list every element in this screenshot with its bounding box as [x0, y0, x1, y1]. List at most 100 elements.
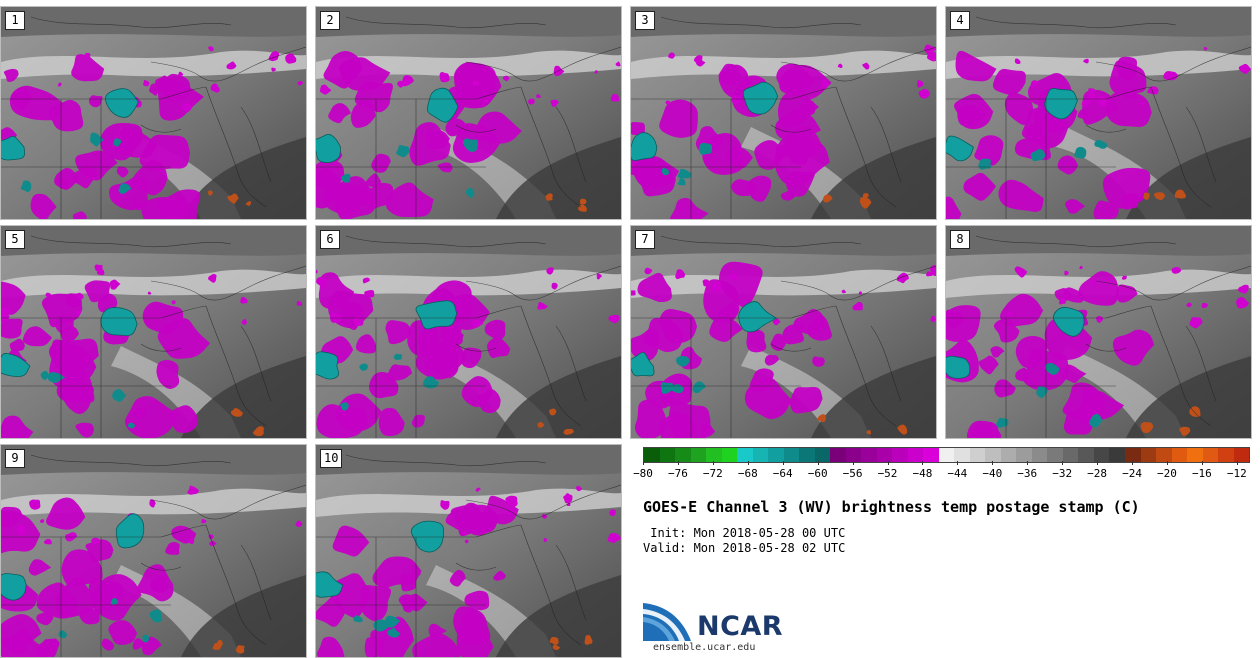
colorbar-tick-label: −20 [1157, 467, 1177, 480]
colorbar-swatch [830, 448, 846, 462]
stamp-panel-10: 10 [315, 444, 622, 658]
colorbar-swatch [721, 448, 738, 462]
colorbar-swatch [783, 448, 800, 462]
stamp-panel-9: 9 [0, 444, 307, 658]
colorbar-tick-label: −16 [1191, 467, 1212, 480]
wv-map [946, 226, 1251, 438]
colorbar-tick [1201, 461, 1203, 465]
stamp-panel-7: 7 [630, 225, 937, 439]
colorbar-tick [747, 461, 749, 465]
colorbar-swatch [938, 448, 955, 462]
colorbar-tick-label: −68 [737, 467, 758, 480]
colorbar-tick-label: −76 [667, 467, 688, 480]
colorbar-swatch [1233, 448, 1250, 462]
colorbar-swatch [768, 448, 784, 462]
colorbar-swatch [737, 448, 753, 462]
stamp-panel-3: 3 [630, 6, 937, 220]
colorbar-tick-label: −52 [877, 467, 898, 480]
wv-map [1, 445, 306, 657]
wv-map [316, 7, 621, 219]
panel-number-label: 6 [320, 230, 340, 249]
panel-number-label: 2 [320, 11, 340, 30]
stamp-panel-4: 4 [945, 6, 1252, 220]
colorbar-swatch [659, 448, 676, 462]
panel-number-label: 3 [635, 11, 655, 30]
colorbar-tick-label: −56 [842, 467, 863, 480]
wv-map [631, 226, 936, 438]
colorbar-tick [643, 461, 644, 465]
colorbar-swatch [1140, 448, 1157, 462]
colorbar-swatch [1047, 448, 1063, 462]
colorbar-tick [852, 461, 854, 465]
panel-number-label: 7 [635, 230, 655, 249]
colorbar-tick-label: −12 [1226, 467, 1247, 480]
colorbar-swatch [1078, 448, 1094, 462]
logo-text: NCAR [697, 611, 784, 642]
colorbar-tick-label: −28 [1087, 467, 1108, 480]
wv-map [631, 7, 936, 219]
panel-number-label: 4 [950, 11, 970, 30]
colorbar-tick [782, 461, 784, 465]
colorbar-tick [957, 461, 959, 465]
colorbar-swatch [1124, 448, 1141, 462]
colorbar [643, 447, 1250, 463]
colorbar-swatch [1016, 448, 1032, 462]
colorbar-swatch [1202, 448, 1219, 462]
colorbar-tick-label: −40 [982, 467, 1003, 480]
colorbar-swatch [907, 448, 924, 462]
colorbar-tick-label: −60 [807, 467, 828, 480]
panel-number-label: 1 [5, 11, 25, 30]
colorbar-swatch [706, 448, 722, 462]
colorbar-swatch [1062, 448, 1079, 462]
stamp-panel-1: 1 [0, 6, 307, 220]
colorbar-swatch [1000, 448, 1017, 462]
panel-number-label: 9 [5, 449, 25, 468]
colorbar-tick-label: −72 [702, 467, 723, 480]
colorbar-swatch [1218, 448, 1234, 462]
colorbar-tick [992, 461, 994, 465]
colorbar-swatch [1109, 448, 1125, 462]
wv-map [316, 226, 621, 438]
colorbar-swatch [985, 448, 1001, 462]
colorbar-swatch [675, 448, 691, 462]
colorbar-swatch [861, 448, 877, 462]
colorbar-swatch [690, 448, 707, 462]
stamp-panel-5: 5 [0, 225, 307, 439]
colorbar-swatch [954, 448, 970, 462]
colorbar-tick-label: −24 [1122, 467, 1142, 480]
colorbar-tick [1062, 461, 1064, 465]
figure-title: GOES-E Channel 3 (WV) brightness temp po… [643, 498, 1140, 516]
colorbar-tick-label: −32 [1052, 467, 1073, 480]
stamp-panel-8: 8 [945, 225, 1252, 439]
colorbar-tick-label: −44 [947, 467, 968, 480]
stamp-panel-6: 6 [315, 225, 622, 439]
colorbar-tick [1097, 461, 1099, 465]
colorbar-tick [887, 461, 889, 465]
wv-map [316, 445, 621, 657]
colorbar-tick-label: −64 [772, 467, 793, 480]
wv-map [1, 226, 306, 438]
colorbar-swatch [814, 448, 831, 462]
colorbar-swatch [752, 448, 769, 462]
colorbar-tick [1166, 461, 1168, 465]
init-time: Init: Mon 2018-05-28 00 UTC [643, 526, 846, 540]
colorbar-swatch [969, 448, 986, 462]
colorbar-tick-label: −48 [912, 467, 933, 480]
colorbar-swatch [644, 448, 660, 462]
colorbar-tick [1132, 461, 1134, 465]
wv-map [946, 7, 1251, 219]
colorbar-swatch [799, 448, 815, 462]
colorbar-tick [922, 461, 924, 465]
colorbar-swatch [845, 448, 862, 462]
logo-url: ensemble.ucar.edu [653, 642, 756, 653]
panel-number-label: 5 [5, 230, 25, 249]
colorbar-swatch [923, 448, 939, 462]
colorbar-tick [1236, 461, 1238, 465]
colorbar-swatch [1093, 448, 1110, 462]
colorbar-tick-label: −36 [1017, 467, 1038, 480]
ncar-logo [643, 603, 691, 641]
stamp-panel-2: 2 [315, 6, 622, 220]
colorbar-ticks: −80 −76 −72 −68 −64 −60 −56 −52 −48 −44 −40 −36 −32 −… [633, 461, 1248, 483]
colorbar-tick [677, 461, 679, 465]
colorbar-tick [1027, 461, 1029, 465]
